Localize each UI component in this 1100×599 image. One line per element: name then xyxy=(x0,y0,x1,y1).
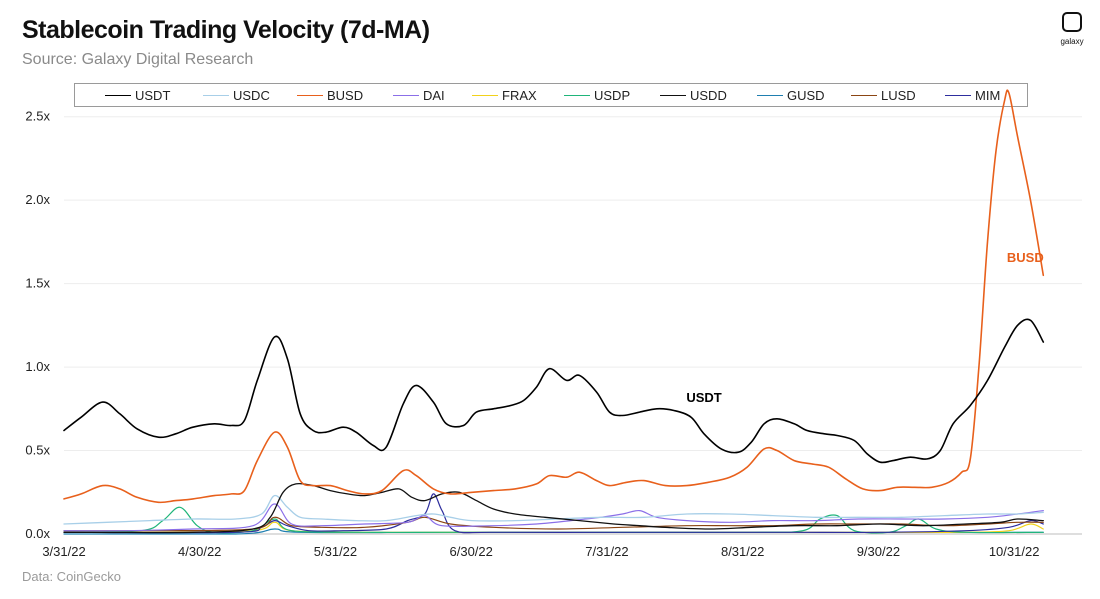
y-tick-label: 0.0x xyxy=(25,526,50,541)
legend-label: MIM xyxy=(975,88,1001,103)
y-tick-label: 2.0x xyxy=(25,192,50,207)
x-tick-label: 6/30/22 xyxy=(450,544,493,559)
legend-item-frax: FRAX xyxy=(472,88,537,103)
x-tick-label: 3/31/22 xyxy=(42,544,85,559)
legend-label: FRAX xyxy=(502,88,537,103)
series-line-usdd xyxy=(63,482,1044,534)
chart-legend: USDT USDC BUSD DAI FRAX USDP USDD GUSD LUSD MIM xyxy=(74,83,1028,107)
y-tick-label: 0.5x xyxy=(25,443,50,458)
legend-swatch xyxy=(203,95,229,97)
legend-swatch xyxy=(660,95,686,97)
legend-label: GUSD xyxy=(787,88,825,103)
legend-label: DAI xyxy=(423,88,445,103)
legend-item-usdt: USDT xyxy=(105,88,170,103)
series-line-mim xyxy=(63,493,1044,534)
legend-item-gusd: GUSD xyxy=(757,88,825,103)
y-tick-label: 1.0x xyxy=(25,359,50,374)
y-tick-label: 1.5x xyxy=(25,276,50,291)
legend-label: USDC xyxy=(233,88,270,103)
legend-swatch xyxy=(472,95,498,97)
legend-item-usdd: USDD xyxy=(660,88,727,103)
data-source-note: Data: CoinGecko xyxy=(22,569,121,584)
legend-item-usdp: USDP xyxy=(564,88,630,103)
legend-swatch xyxy=(105,95,131,97)
legend-item-usdc: USDC xyxy=(203,88,270,103)
x-tick-label: 5/31/22 xyxy=(314,544,357,559)
legend-label: BUSD xyxy=(327,88,364,103)
legend-item-lusd: LUSD xyxy=(851,88,916,103)
legend-swatch xyxy=(757,95,783,97)
y-tick-label: 2.5x xyxy=(25,109,50,124)
annotation-busd: BUSD xyxy=(1007,250,1044,265)
x-tick-label: 4/30/22 xyxy=(178,544,221,559)
galaxy-logo-text: galaxy xyxy=(1060,37,1084,46)
legend-label: USDP xyxy=(594,88,631,103)
legend-swatch xyxy=(297,95,323,97)
series-line-lusd xyxy=(63,516,1044,532)
series-line-dai xyxy=(63,503,1044,532)
series-line-usdt xyxy=(63,318,1045,464)
page-title: Stablecoin Trading Velocity (7d-MA) xyxy=(22,16,430,44)
page-subtitle: Source: Galaxy Digital Research xyxy=(22,51,254,68)
legend-label: USDT xyxy=(135,88,171,103)
legend-item-busd: BUSD xyxy=(297,88,363,103)
legend-item-dai: DAI xyxy=(393,88,445,103)
legend-label: USDD xyxy=(690,88,727,103)
x-tick-label: 10/31/22 xyxy=(989,544,1040,559)
legend-swatch xyxy=(945,95,971,97)
x-tick-label: 8/31/22 xyxy=(721,544,764,559)
series-line-usdc xyxy=(63,494,1044,525)
legend-label: LUSD xyxy=(881,88,916,103)
legend-swatch xyxy=(393,95,419,97)
x-tick-label: 9/30/22 xyxy=(857,544,900,559)
legend-swatch xyxy=(564,95,590,97)
series-line-busd xyxy=(63,89,1045,504)
annotation-usdt: USDT xyxy=(686,390,721,405)
galaxy-logo-icon xyxy=(1062,12,1082,36)
legend-item-mim: MIM xyxy=(945,88,1000,103)
galaxy-logo: galaxy xyxy=(1056,12,1088,46)
legend-swatch xyxy=(851,95,877,97)
x-tick-label: 7/31/22 xyxy=(585,544,628,559)
